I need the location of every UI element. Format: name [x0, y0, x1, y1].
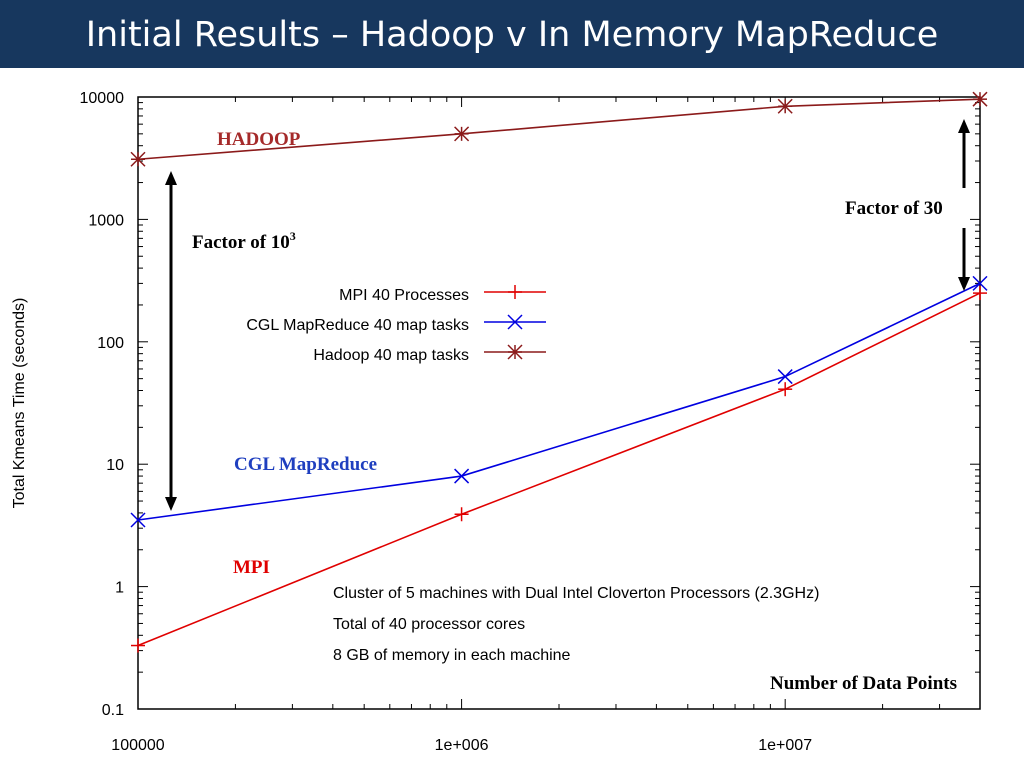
x-axis-label: Number of Data Points — [770, 673, 957, 694]
series-line-0 — [137, 292, 981, 647]
data-point-2-2 — [777, 98, 793, 114]
y-tick-labels: 10000 1000 100 10 1 0.1 — [80, 90, 980, 719]
series-line-2 — [137, 98, 981, 161]
y-tick-label: 10000 — [80, 90, 125, 107]
data-point-0-2 — [778, 382, 793, 397]
x-tick-labels: 100000 1e+006 1e+007 — [111, 97, 812, 754]
note-memory: 8 GB of memory in each machine — [333, 647, 571, 664]
minor-ticks — [138, 97, 981, 709]
y-axis-label: Total Kmeans Time (seconds) — [11, 298, 28, 509]
data-point-2-3 — [972, 91, 988, 107]
data-point-1-0 — [130, 512, 146, 528]
y-tick-label: 0.1 — [102, 702, 124, 719]
data-point-1-1 — [454, 468, 470, 484]
data-point-0-0 — [131, 638, 145, 653]
series-layer — [130, 91, 988, 653]
hadoop-annotation: HADOOP — [217, 129, 301, 150]
series-line-1 — [137, 282, 981, 521]
factor-arrow-right — [958, 119, 970, 291]
y-tick-label: 1000 — [88, 212, 124, 229]
data-point-2-1 — [454, 126, 470, 142]
legend-marker-1 — [507, 314, 523, 330]
x-tick-label: 100000 — [111, 737, 164, 754]
legend-marker-2 — [507, 344, 523, 360]
plot-frame — [137, 96, 981, 710]
legend-label-cgl: CGL MapReduce 40 map tasks — [246, 317, 469, 334]
factor-left-annotation: Factor of 103 — [192, 229, 296, 253]
factor-left-text: Factor of 10 — [192, 232, 290, 253]
legend-label-mpi: MPI 40 Processes — [339, 287, 469, 304]
data-point-0-3 — [973, 286, 987, 301]
slide-title: Initial Results – Hadoop v In Memory Map… — [85, 15, 939, 55]
note-cluster: Cluster of 5 machines with Dual Intel Cl… — [333, 585, 819, 602]
mpi-annotation: MPI — [233, 557, 270, 578]
legend-swatches — [484, 285, 546, 360]
data-point-2-0 — [130, 151, 146, 167]
legend-label-hadoop: Hadoop 40 map tasks — [313, 347, 469, 364]
title-bar: Initial Results – Hadoop v In Memory Map… — [0, 0, 1024, 68]
factor-arrow-left — [165, 171, 177, 511]
data-point-1-2 — [777, 369, 793, 385]
factor-left-sup: 3 — [290, 229, 296, 243]
x-tick-label: 1e+006 — [435, 737, 489, 754]
x-tick-label: 1e+007 — [758, 737, 812, 754]
legend-marker-0 — [508, 285, 522, 299]
y-tick-label: 10 — [106, 457, 124, 474]
cgl-annotation: CGL MapReduce — [234, 454, 377, 475]
data-point-0-1 — [454, 507, 469, 522]
y-tick-label: 100 — [97, 335, 124, 352]
data-point-1-3 — [972, 275, 988, 291]
factor-right-annotation: Factor of 30 — [845, 198, 943, 219]
note-cores: Total of 40 processor cores — [333, 616, 525, 633]
y-tick-label: 1 — [115, 580, 124, 597]
legend: MPI 40 Processes CGL MapReduce 40 map ta… — [246, 285, 546, 364]
